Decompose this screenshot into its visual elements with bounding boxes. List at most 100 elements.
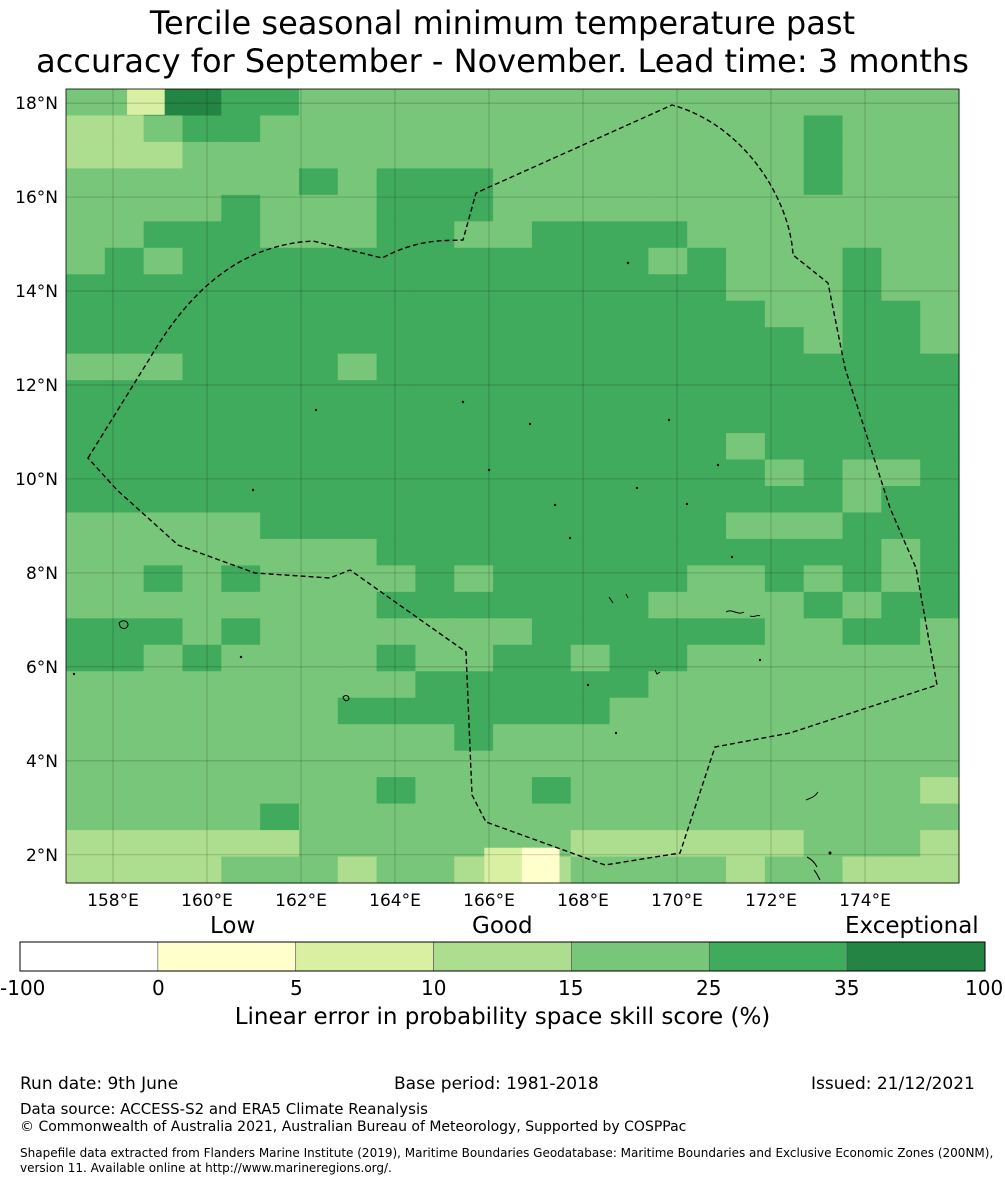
skill-cell bbox=[221, 724, 261, 752]
skill-cell bbox=[687, 89, 727, 117]
skill-cell bbox=[648, 221, 688, 249]
skill-cell bbox=[376, 459, 417, 487]
skill-cell bbox=[298, 591, 339, 619]
skill-cell bbox=[104, 459, 145, 487]
skill-cell bbox=[66, 141, 106, 169]
skill-cell bbox=[493, 194, 533, 222]
skill-cell bbox=[66, 512, 106, 540]
skill-cell bbox=[570, 115, 611, 143]
skill-cell bbox=[337, 671, 378, 699]
atoll bbox=[828, 851, 832, 855]
skill-cell bbox=[726, 115, 766, 143]
skill-cell bbox=[764, 565, 805, 593]
skill-cell bbox=[609, 247, 649, 275]
latitude-labels: 2°N 4°N 6°N 8°N 10°N 12°N 14°N 16°N 18°N bbox=[15, 94, 58, 866]
skill-cell bbox=[803, 327, 844, 355]
skill-cell bbox=[531, 750, 572, 778]
skill-cell bbox=[920, 194, 960, 222]
skill-cell bbox=[881, 141, 921, 169]
island bbox=[118, 620, 129, 629]
skill-cell bbox=[493, 247, 533, 275]
skill-cell bbox=[687, 327, 727, 355]
skill-cell bbox=[570, 565, 611, 593]
colorbar-tick: 5 bbox=[290, 976, 303, 1000]
skill-cell bbox=[182, 565, 222, 593]
skill-cell bbox=[648, 538, 688, 566]
skill-cell bbox=[298, 512, 339, 540]
skill-cell bbox=[143, 671, 184, 699]
skill-cell bbox=[182, 300, 222, 328]
skill-cell bbox=[842, 459, 882, 487]
skill-cell bbox=[920, 512, 960, 540]
skill-cell bbox=[531, 221, 572, 249]
skill-cell bbox=[842, 591, 882, 619]
skill-cell bbox=[260, 194, 300, 222]
skill-cell bbox=[415, 247, 455, 275]
skill-cell bbox=[726, 618, 766, 646]
atoll bbox=[251, 488, 255, 492]
skill-cell bbox=[66, 591, 106, 619]
skill-cell bbox=[764, 327, 805, 355]
skill-cell bbox=[298, 724, 339, 752]
skill-cell bbox=[221, 486, 261, 514]
skill-cell bbox=[803, 565, 844, 593]
colorbar-tick: -100 bbox=[0, 976, 46, 1000]
skill-cell bbox=[570, 697, 611, 725]
skill-cell bbox=[648, 618, 688, 646]
skill-cell bbox=[493, 89, 533, 117]
skill-cell bbox=[182, 671, 222, 699]
skill-cell bbox=[881, 300, 921, 328]
skill-cell bbox=[803, 591, 844, 619]
skill-cell bbox=[66, 353, 106, 381]
skill-cell bbox=[415, 353, 455, 381]
skill-cell bbox=[648, 856, 688, 884]
skill-cell bbox=[337, 221, 378, 249]
skill-cell bbox=[260, 327, 300, 355]
atoll bbox=[716, 463, 720, 467]
skill-cell bbox=[298, 327, 339, 355]
skill-cell bbox=[221, 380, 261, 408]
skill-cell bbox=[143, 247, 184, 275]
skill-cell bbox=[493, 803, 533, 831]
skill-cell bbox=[182, 459, 222, 487]
skill-cell bbox=[104, 327, 145, 355]
skill-cell bbox=[182, 618, 222, 646]
skill-cell bbox=[842, 618, 882, 646]
skill-cell bbox=[764, 433, 805, 461]
skill-cell bbox=[842, 803, 882, 831]
skill-cell bbox=[221, 538, 261, 566]
skill-cell bbox=[337, 380, 378, 408]
skill-cell bbox=[920, 803, 960, 831]
skill-cell bbox=[454, 115, 494, 143]
skill-cell bbox=[803, 274, 844, 302]
skill-cell bbox=[920, 274, 960, 302]
skill-cell bbox=[337, 459, 378, 487]
skill-cell bbox=[143, 618, 184, 646]
skill-cell bbox=[842, 644, 882, 672]
skill-cell bbox=[842, 565, 882, 593]
skill-cell bbox=[920, 433, 960, 461]
skill-cell bbox=[260, 671, 300, 699]
skill-cell bbox=[298, 538, 339, 566]
skill-cell bbox=[415, 830, 455, 858]
skill-cell bbox=[726, 565, 766, 593]
skill-cell bbox=[182, 644, 222, 672]
skill-cell bbox=[454, 247, 494, 275]
skill-cell bbox=[609, 803, 649, 831]
skill-cell bbox=[376, 486, 417, 514]
skill-cell bbox=[66, 274, 106, 302]
skill-cell bbox=[764, 194, 805, 222]
latitude-tick-label: 10°N bbox=[15, 470, 58, 490]
skill-cell bbox=[104, 803, 145, 831]
skill-cell bbox=[415, 433, 455, 461]
skill-cell bbox=[66, 115, 106, 143]
skill-cell bbox=[803, 671, 844, 699]
skill-cell bbox=[609, 618, 649, 646]
longitude-tick-label: 162°E bbox=[275, 891, 327, 911]
skill-cell bbox=[376, 512, 417, 540]
skill-cell bbox=[66, 644, 106, 672]
atoll bbox=[72, 672, 76, 676]
skill-cell bbox=[609, 777, 649, 805]
skill-cell bbox=[881, 512, 921, 540]
skill-cell bbox=[609, 194, 649, 222]
